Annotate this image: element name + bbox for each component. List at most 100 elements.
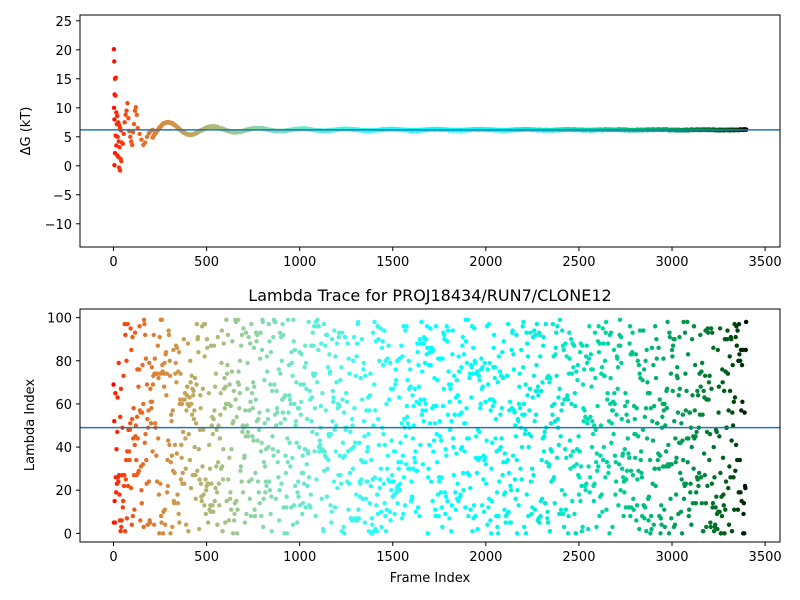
lambda-point xyxy=(678,470,683,476)
lambda-point xyxy=(447,516,452,521)
x-tick-label: 3000 xyxy=(655,255,688,270)
lambda-point xyxy=(632,416,637,422)
lambda-point xyxy=(606,464,611,469)
lambda-point xyxy=(356,507,361,512)
lambda-point xyxy=(452,412,458,417)
lambda-point xyxy=(593,427,598,433)
lambda-point xyxy=(300,511,305,517)
lambda-point xyxy=(154,453,159,458)
lambda-point xyxy=(378,326,383,331)
lambda-point xyxy=(409,479,414,484)
lambda-point xyxy=(450,352,455,357)
lambda-point xyxy=(495,380,500,385)
lambda-point xyxy=(598,453,603,458)
lambda-point xyxy=(287,397,293,402)
lambda-point xyxy=(589,444,595,450)
lambda-point xyxy=(182,481,187,486)
lambda-point xyxy=(531,472,536,478)
lambda-point xyxy=(229,447,234,452)
lambda-point xyxy=(502,507,507,512)
lambda-point xyxy=(460,343,465,348)
lambda-point xyxy=(577,475,582,480)
lambda-point xyxy=(268,349,274,355)
lambda-point xyxy=(329,509,334,514)
lambda-point xyxy=(644,347,649,353)
lambda-point xyxy=(685,352,691,357)
lambda-point xyxy=(640,427,646,433)
lambda-point xyxy=(234,414,239,420)
lambda-point xyxy=(250,406,255,411)
lambda-point xyxy=(450,436,456,441)
lambda-point xyxy=(495,531,501,536)
lambda-point xyxy=(256,416,261,422)
lambda-point xyxy=(558,434,563,439)
lambda-point xyxy=(428,362,433,368)
lambda-point xyxy=(257,410,262,415)
lambda-point xyxy=(476,429,482,435)
lambda-point xyxy=(211,343,217,348)
lambda-point xyxy=(237,358,243,363)
lambda-point xyxy=(200,464,205,469)
lambda-point xyxy=(735,328,740,333)
lambda-point xyxy=(263,490,268,495)
lambda-point xyxy=(664,386,670,392)
lambda-point xyxy=(428,326,433,331)
lambda-point xyxy=(172,500,177,506)
lambda-point xyxy=(232,511,237,517)
lambda-point xyxy=(266,479,272,484)
lambda-point xyxy=(284,494,289,499)
lambda-point xyxy=(141,317,147,322)
lambda-point xyxy=(637,328,643,333)
lambda-point xyxy=(618,334,624,340)
lambda-point xyxy=(463,505,468,510)
lambda-point xyxy=(251,438,256,443)
lambda-point xyxy=(306,475,312,480)
lambda-point xyxy=(225,362,230,368)
lambda-point xyxy=(530,395,535,400)
lambda-point xyxy=(203,511,209,517)
lambda-point xyxy=(596,324,601,329)
lambda-point xyxy=(194,382,199,387)
lambda-point xyxy=(365,444,371,450)
lambda-point xyxy=(220,464,225,469)
lambda-point xyxy=(196,447,201,452)
lambda-point xyxy=(563,507,569,512)
lambda-point xyxy=(300,500,306,506)
lambda-point xyxy=(132,330,138,335)
lambda-point xyxy=(249,390,255,396)
lambda-point xyxy=(651,403,657,409)
lambda-point xyxy=(285,459,290,465)
lambda-point xyxy=(329,337,335,342)
lambda-point xyxy=(431,438,437,443)
lambda-point xyxy=(563,341,568,346)
lambda-point xyxy=(537,520,542,525)
lambda-point xyxy=(431,449,436,454)
lambda-point xyxy=(236,369,241,374)
lambda-point xyxy=(321,321,327,327)
lambda-point xyxy=(592,481,597,486)
lambda-point xyxy=(252,384,257,389)
lambda-point xyxy=(484,438,489,443)
lambda-point xyxy=(543,500,548,506)
lambda-point xyxy=(426,466,431,471)
lambda-point xyxy=(506,509,511,514)
lambda-point xyxy=(635,358,640,363)
lambda-point xyxy=(217,436,223,441)
lambda-point xyxy=(391,479,396,484)
lambda-point xyxy=(168,459,174,465)
lambda-point xyxy=(342,334,348,340)
lambda-point xyxy=(376,337,381,342)
lambda-point xyxy=(376,442,382,448)
lambda-point xyxy=(164,490,170,495)
lambda-point xyxy=(582,408,587,413)
lambda-point xyxy=(389,438,394,443)
lambda-point xyxy=(293,418,299,424)
lambda-point xyxy=(556,442,562,448)
lambda-point xyxy=(739,408,744,413)
lambda-y-axis-label: Lambda Index xyxy=(23,379,38,472)
lambda-point xyxy=(219,328,225,333)
lambda-point xyxy=(439,505,445,510)
lambda-point xyxy=(673,492,679,497)
lambda-point xyxy=(568,466,573,471)
lambda-point xyxy=(139,410,145,415)
